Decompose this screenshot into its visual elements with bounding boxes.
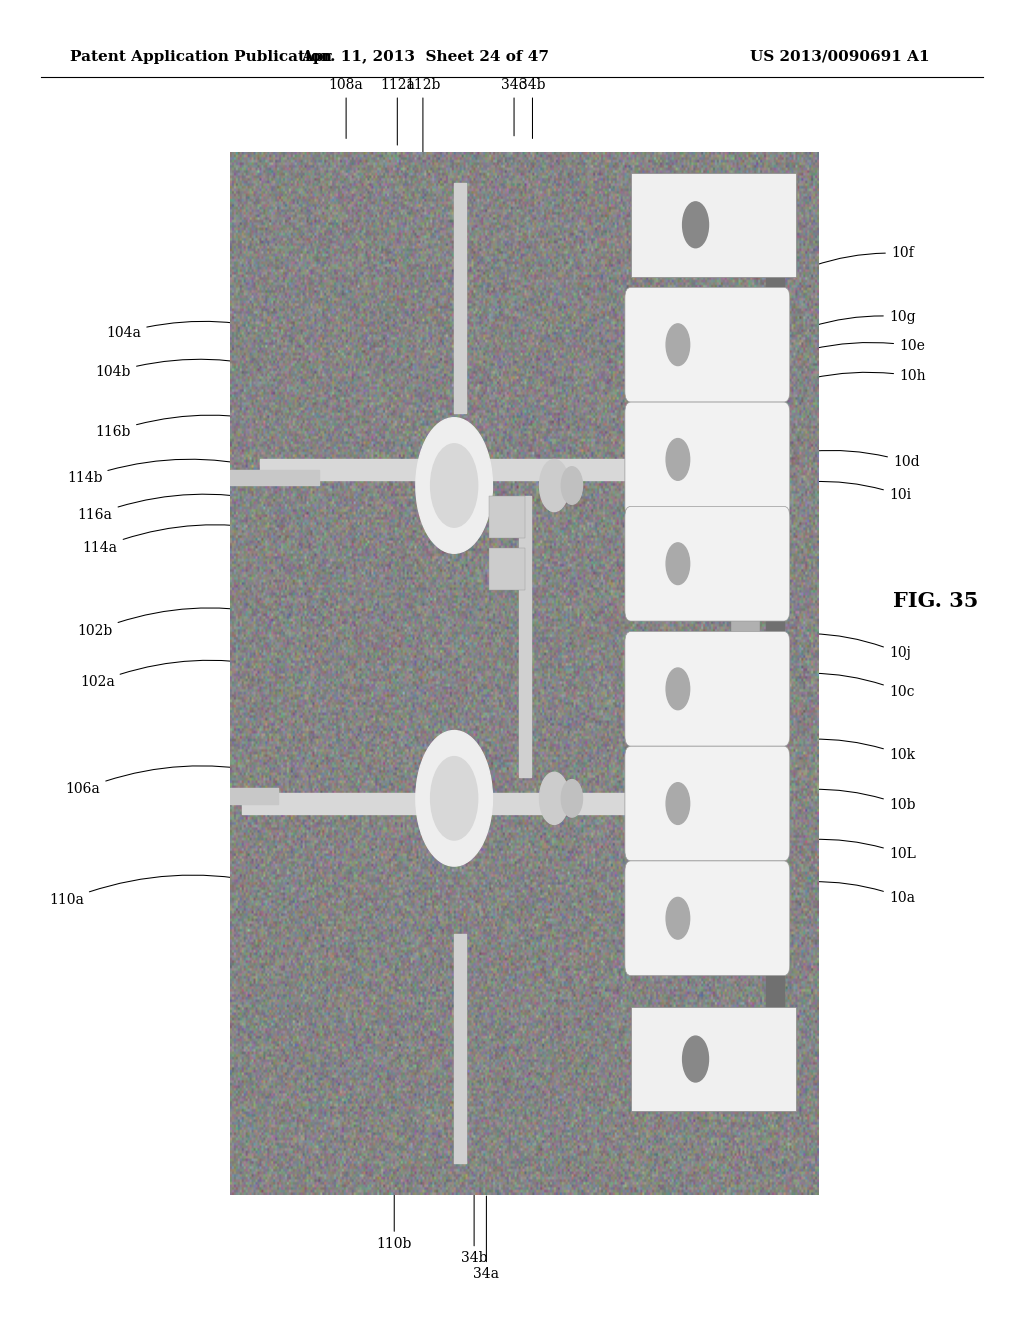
Text: 10g: 10g (812, 310, 915, 326)
Text: 104b: 104b (95, 359, 284, 379)
Text: 102b: 102b (78, 609, 266, 638)
Text: 10f: 10f (814, 247, 913, 265)
Text: 34c: 34c (502, 78, 526, 136)
Circle shape (667, 438, 690, 480)
Bar (631, 173, 796, 277)
Text: 116b: 116b (95, 414, 284, 438)
Circle shape (683, 1036, 709, 1082)
Circle shape (430, 444, 477, 527)
Text: 102a: 102a (80, 660, 268, 689)
Text: 34b: 34b (461, 1193, 487, 1266)
Circle shape (561, 780, 583, 817)
Circle shape (667, 668, 690, 710)
Text: Apr. 11, 2013  Sheet 24 of 47: Apr. 11, 2013 Sheet 24 of 47 (301, 50, 549, 63)
Text: US 2013/0090691 A1: US 2013/0090691 A1 (750, 50, 930, 63)
Circle shape (416, 730, 493, 866)
Circle shape (540, 459, 569, 512)
Text: 114b: 114b (67, 459, 263, 484)
Text: 112a: 112a (380, 78, 415, 145)
Text: 10a: 10a (812, 882, 914, 904)
Text: 10j: 10j (812, 634, 910, 660)
Circle shape (667, 898, 690, 939)
Bar (489, 548, 524, 590)
Text: 10e: 10e (812, 339, 925, 352)
Text: FIG. 35: FIG. 35 (893, 590, 978, 611)
Text: 108a: 108a (329, 78, 364, 139)
FancyBboxPatch shape (625, 861, 790, 975)
Circle shape (667, 323, 690, 366)
Circle shape (683, 202, 709, 248)
Text: 106a: 106a (66, 766, 261, 796)
Text: 110b: 110b (377, 1193, 412, 1251)
FancyBboxPatch shape (625, 746, 790, 861)
Text: 10h: 10h (812, 370, 926, 383)
Text: 10c: 10c (812, 673, 914, 698)
Bar (731, 392, 760, 726)
Bar (489, 496, 524, 537)
Text: 112b: 112b (406, 78, 440, 153)
FancyBboxPatch shape (625, 507, 790, 622)
Circle shape (561, 467, 583, 504)
Text: 110a: 110a (49, 875, 256, 907)
Text: 10L: 10L (812, 840, 915, 861)
Text: 114a: 114a (83, 525, 271, 554)
Circle shape (667, 543, 690, 585)
Text: 10d: 10d (812, 450, 920, 469)
Text: 34a: 34a (473, 1196, 500, 1282)
Text: 116a: 116a (78, 494, 268, 521)
Text: 104a: 104a (106, 321, 289, 339)
Circle shape (416, 417, 493, 553)
FancyBboxPatch shape (625, 403, 790, 517)
Text: 10i: 10i (812, 482, 911, 502)
FancyBboxPatch shape (625, 631, 790, 746)
Text: Patent Application Publication: Patent Application Publication (70, 50, 332, 63)
Text: 34b: 34b (519, 78, 546, 139)
Circle shape (430, 756, 477, 840)
Text: 10b: 10b (812, 789, 915, 812)
Circle shape (540, 772, 569, 825)
FancyBboxPatch shape (625, 288, 790, 403)
Circle shape (667, 783, 690, 825)
Bar (631, 1007, 796, 1111)
Text: 10k: 10k (812, 739, 915, 762)
